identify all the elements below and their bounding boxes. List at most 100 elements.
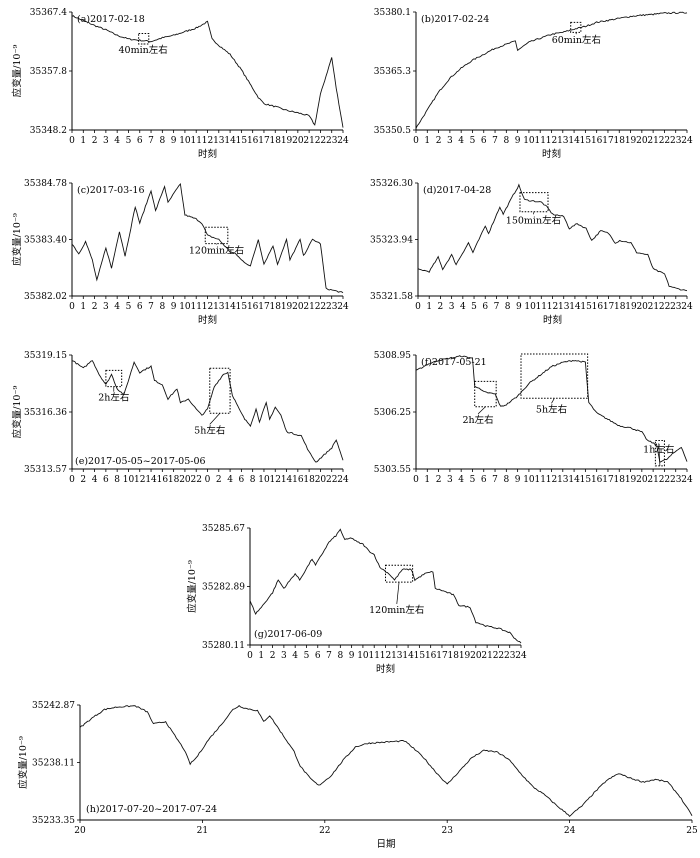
- x-tick-label: 3: [447, 136, 453, 146]
- x-tick-label: 17: [436, 651, 448, 661]
- x-tick-label: 19: [625, 475, 637, 485]
- panel-e: 0 2 4 6 8 10 12 14 16 18 20 22 0 2 4 6 8 10 12 14 16 18 20 22 24…: [11, 351, 349, 485]
- annotation-leader: [658, 443, 661, 466]
- x-tick-label: 7: [148, 302, 154, 312]
- y-tick-label: 35365.3: [374, 67, 411, 77]
- panel-title: (c)2017-03-16: [77, 185, 145, 196]
- x-tick-label: 7: [326, 651, 332, 661]
- x-tick-label: 0: [205, 475, 211, 485]
- x-tick-label: 7: [148, 136, 154, 146]
- x-tick-label: 17: [603, 302, 615, 312]
- y-tick-label: 35348.2: [30, 126, 67, 136]
- x-tick-label: 20: [74, 826, 86, 836]
- x-tick-label: 0: [69, 302, 75, 312]
- x-tick-label: 19: [625, 136, 637, 146]
- x-tick-label: 6: [137, 302, 143, 312]
- x-tick-label: 13: [213, 302, 225, 312]
- x-tick-label: 2: [270, 651, 276, 661]
- y-axis-label: 应变量/10⁻⁹: [11, 213, 23, 266]
- x-tick-label: 0: [247, 651, 253, 661]
- x-tick-label: 9: [349, 651, 355, 661]
- panel-title: (b)2017-02-24: [421, 14, 489, 25]
- x-tick-label: 7: [492, 136, 498, 146]
- panel-title: (h)2017-07-20~2017-07-24: [86, 804, 217, 815]
- x-tick-label: 15: [580, 136, 592, 146]
- x-tick-label: 1: [80, 136, 86, 146]
- x-tick-label: 12: [546, 475, 557, 485]
- x-tick-label: 18: [168, 475, 180, 485]
- x-tick-label: 10: [357, 651, 369, 661]
- series-line: [415, 355, 688, 463]
- x-tick-label: 17: [258, 302, 270, 312]
- annotation-leader: [209, 412, 221, 425]
- x-tick-label: 22: [319, 826, 330, 836]
- y-tick-label: 35357.8: [30, 67, 67, 77]
- x-tick-label: 12: [134, 475, 145, 485]
- x-tick-label: 11: [534, 475, 545, 485]
- annotation-label: 5h左右: [194, 424, 225, 436]
- x-tick-label: 4: [92, 475, 98, 485]
- x-tick-label: 20: [179, 475, 191, 485]
- x-tick-label: 22: [659, 475, 670, 485]
- x-tick-label: 18: [448, 651, 460, 661]
- x-tick-label: 12: [380, 651, 391, 661]
- x-tick-label: 8: [159, 136, 165, 146]
- x-tick-label: 12: [270, 475, 281, 485]
- panel-a: 0 1 2 3 4 5 6 7 8 9 10 11 12 13 14 15 16 17 18 19 20 21 22 23 24…: [11, 8, 349, 160]
- x-tick-label: 24: [681, 475, 693, 485]
- annotation-box: [138, 33, 150, 45]
- annotation-leader: [396, 582, 400, 604]
- x-tick-label: 0: [413, 475, 419, 485]
- y-tick-label: 35380.1: [374, 8, 411, 18]
- x-tick-label: 13: [557, 475, 569, 485]
- x-axis-label: 时刻: [198, 148, 217, 160]
- series-line: [249, 528, 522, 644]
- x-tick-label: 4: [114, 302, 120, 312]
- x-tick-label: 6: [239, 475, 245, 485]
- x-tick-label: 1: [426, 302, 432, 312]
- x-tick-label: 14: [224, 302, 236, 312]
- series-line: [417, 183, 688, 292]
- x-tick-label: 15: [580, 475, 592, 485]
- annotation-label: 2h左右: [463, 414, 494, 426]
- y-tick-label: 35383.40: [24, 236, 67, 246]
- y-axis-label: 应变量/10⁻⁹: [17, 736, 29, 789]
- x-tick-label: 14: [402, 651, 414, 661]
- annotation-leader: [551, 398, 555, 404]
- x-tick-label: 24: [681, 302, 693, 312]
- annotation-leader: [533, 211, 535, 215]
- x-tick-label: 23: [670, 136, 682, 146]
- panel-title: (a)2017-02-18: [77, 14, 145, 25]
- y-tick-label: 35285.67: [202, 524, 245, 534]
- x-tick-label: 19: [281, 302, 293, 312]
- x-tick-label: 0: [69, 475, 75, 485]
- annotation-label: 5h左右: [536, 403, 567, 415]
- x-tick-label: 3: [447, 475, 453, 485]
- x-tick-label: 17: [602, 136, 614, 146]
- x-axis-label: 时刻: [542, 148, 561, 160]
- y-axis-label: 应变量/10⁻⁹: [11, 45, 23, 98]
- x-tick-label: 10: [258, 475, 270, 485]
- x-tick-label: 15: [580, 302, 592, 312]
- x-tick-label: 8: [159, 302, 165, 312]
- annotation-label: 40min左右: [119, 44, 168, 56]
- y-tick-label: 35242.87: [32, 701, 75, 711]
- x-tick-label: 24: [515, 651, 527, 661]
- y-tick-label: 5303.55: [374, 465, 411, 475]
- x-tick-label: 24: [337, 475, 349, 485]
- x-tick-label: 5: [471, 302, 477, 312]
- y-tick-label: 35313.57: [24, 465, 67, 475]
- x-tick-label: 9: [171, 136, 177, 146]
- x-tick-label: 16: [591, 475, 603, 485]
- x-tick-label: 18: [303, 475, 315, 485]
- x-tick-label: 7: [492, 475, 498, 485]
- x-tick-label: 20: [636, 475, 648, 485]
- panel-title: (g)2017-06-09: [254, 629, 322, 640]
- x-tick-label: 1: [424, 475, 430, 485]
- y-tick-label: 35384.78: [24, 179, 67, 189]
- x-tick-label: 4: [292, 651, 298, 661]
- x-tick-label: 1: [258, 651, 264, 661]
- x-tick-label: 11: [534, 136, 545, 146]
- x-tick-label: 8: [503, 475, 509, 485]
